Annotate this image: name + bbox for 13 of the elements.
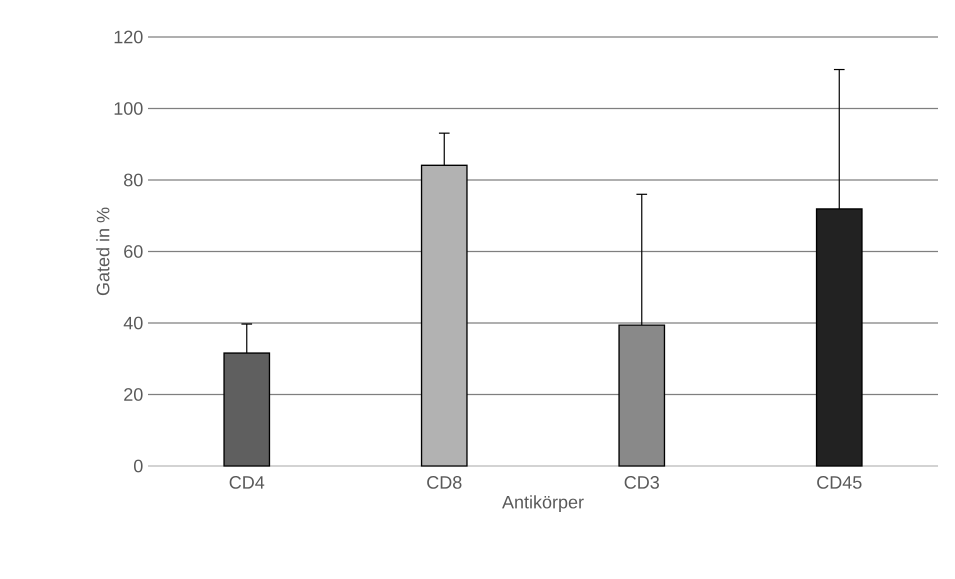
- y-tick-label: 40: [124, 316, 143, 330]
- y-axis-title: Gated in %: [96, 208, 110, 296]
- y-tick-label: 60: [124, 245, 143, 258]
- x-axis-title: Antikörper: [502, 495, 584, 512]
- x-tick-label: CD45: [817, 476, 862, 489]
- y-tick-label: 100: [114, 102, 143, 115]
- x-tick-label: CD4: [230, 476, 264, 489]
- y-tick-label: 80: [124, 174, 143, 186]
- x-tick-label: CD3: [624, 476, 659, 489]
- y-tick-label: 20: [124, 388, 143, 401]
- y-tick-label: 0: [134, 460, 143, 472]
- x-tick-label: CD8: [427, 476, 462, 489]
- y-tick-label: 120: [114, 30, 143, 44]
